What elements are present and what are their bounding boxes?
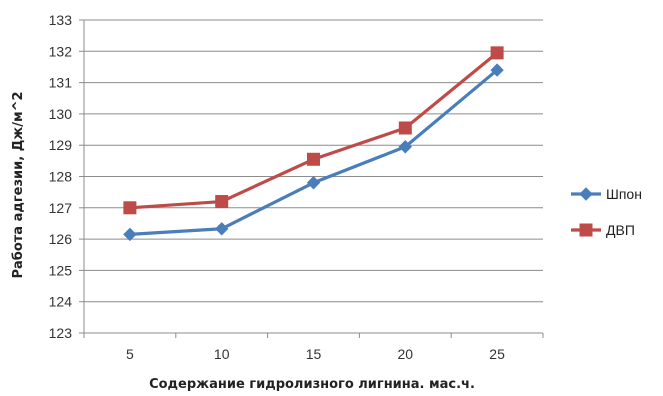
diamond-point — [306, 176, 321, 190]
x-tick-label: 15 — [306, 346, 322, 362]
y-tick-label: 127 — [49, 200, 73, 216]
diamond-point — [490, 63, 504, 77]
legend-item-0: Шпон — [571, 186, 642, 202]
x-tick-label: 25 — [489, 346, 505, 362]
legend: Шпон ДВП — [571, 186, 642, 238]
diamond-point — [123, 227, 137, 242]
legend-marker-icon — [579, 187, 593, 201]
x-tick-labels: 5 10 15 20 25 — [126, 346, 505, 362]
series-0 — [123, 63, 504, 242]
square-point — [307, 152, 320, 166]
y-tick-label: 124 — [49, 294, 73, 310]
y-tick-label: 128 — [49, 169, 73, 185]
y-tick-label: 130 — [49, 106, 73, 122]
square-point — [490, 46, 504, 60]
y-tick-label: 133 — [49, 12, 73, 28]
legend-label: ДВП — [606, 222, 635, 238]
y-tick-label: 129 — [49, 137, 73, 153]
square-point — [215, 195, 229, 209]
y-tick-label: 125 — [49, 262, 73, 278]
series-1 — [123, 46, 504, 215]
x-tick-label: 10 — [214, 346, 230, 362]
y-tick-label: 131 — [49, 75, 73, 91]
y-tick-label: 126 — [49, 231, 73, 247]
y-tick-label: 123 — [49, 325, 73, 341]
legend-label: Шпон — [606, 186, 642, 202]
series-layer — [123, 46, 504, 242]
square-point — [398, 121, 412, 135]
diamond-point — [398, 140, 413, 154]
legend-item-1: ДВП — [571, 222, 635, 238]
y-tick-label: 132 — [49, 43, 73, 59]
x-tick-label: 5 — [126, 346, 134, 362]
axes — [79, 19, 544, 338]
diamond-point — [214, 222, 229, 236]
x-axis-title: Содержание гидролизного лигнина. мас.ч. — [149, 377, 475, 392]
square-point — [123, 201, 137, 215]
legend-marker-icon — [579, 223, 593, 237]
x-tick-label: 20 — [398, 346, 414, 362]
series-line — [129, 68, 499, 237]
y-tick-labels: 123 124 125 126 127 128 129 130 131 132 133 — [49, 12, 73, 341]
y-axis-title: Работа адгезии, Дж/м^2 — [11, 91, 26, 278]
